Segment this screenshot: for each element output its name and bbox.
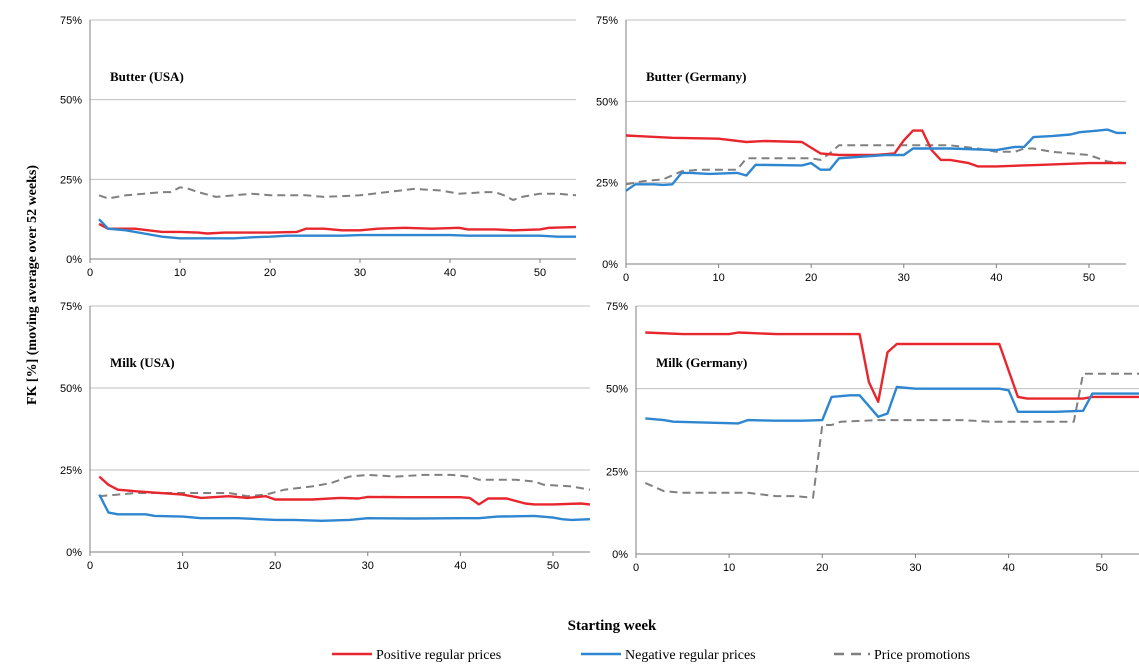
- y-tick-label: 0%: [602, 259, 618, 271]
- series-line-negative: [625, 128, 1126, 192]
- y-tick-label: 0%: [66, 547, 82, 559]
- series-line-positive: [645, 331, 1139, 404]
- panel-3: 0% 25% 50% 75% 0 10 20 30 40 50 Milk (USA): [60, 301, 591, 572]
- panel-4: 0% 25% 50% 75% 0 10 20 30 40 50 Milk (Germany): [606, 301, 1139, 574]
- x-tick-label: 40: [990, 272, 1002, 284]
- x-tick-label: 10: [174, 267, 186, 279]
- x-tick-label: 0: [87, 267, 93, 279]
- series-line-negative: [645, 385, 1139, 425]
- x-tick-label: 50: [534, 267, 546, 279]
- y-tick-label: 50%: [596, 96, 618, 108]
- panel-title: Milk (Germany): [656, 355, 747, 370]
- x-tick-label: 10: [176, 560, 188, 572]
- legend-label: Negative regular prices: [625, 648, 756, 663]
- series-line-promotions: [98, 186, 577, 201]
- series-line-positive: [98, 222, 577, 235]
- panels: 0% 25% 50% 75% 0 10 20 30 40 50 Butter (USA) 0% 25% 5…: [60, 15, 1139, 574]
- x-tick-label: 10: [723, 562, 735, 574]
- series-line-negative: [98, 494, 591, 522]
- x-tick-label: 30: [354, 267, 366, 279]
- x-tick-label: 20: [269, 560, 281, 572]
- series-line-negative: [98, 218, 576, 240]
- x-axis-label: Starting week: [568, 618, 657, 634]
- legend-label: Positive regular prices: [376, 648, 501, 663]
- x-tick-label: 0: [623, 272, 629, 284]
- x-tick-label: 10: [712, 272, 724, 284]
- y-tick-label: 50%: [60, 383, 82, 395]
- panel-title: Milk (USA): [110, 355, 175, 370]
- y-tick-label: 0%: [66, 254, 82, 266]
- series-line-promotions: [99, 473, 591, 498]
- y-tick-label: 75%: [60, 301, 82, 313]
- y-tick-label: 25%: [596, 178, 618, 190]
- x-tick-label: 0: [633, 562, 639, 574]
- panel-title: Butter (USA): [110, 69, 184, 84]
- x-tick-label: 20: [264, 267, 276, 279]
- x-tick-label: 0: [87, 560, 93, 572]
- panel-title: Butter (Germany): [646, 69, 746, 84]
- y-tick-label: 25%: [606, 466, 628, 478]
- x-tick-label: 40: [444, 267, 456, 279]
- x-tick-label: 50: [1096, 562, 1108, 574]
- panel-1: 0% 25% 50% 75% 0 10 20 30 40 50 Butter (USA): [60, 15, 577, 279]
- y-tick-label: 25%: [60, 465, 82, 477]
- series-line-promotions: [644, 372, 1139, 499]
- y-tick-label: 0%: [612, 549, 628, 561]
- x-tick-label: 30: [898, 272, 910, 284]
- y-tick-label: 50%: [606, 384, 628, 396]
- y-tick-label: 75%: [606, 301, 628, 313]
- y-tick-label: 50%: [60, 95, 82, 107]
- x-tick-label: 40: [1002, 562, 1014, 574]
- x-tick-label: 50: [1083, 272, 1095, 284]
- panel-2: 0% 25% 50% 75% 0 10 20 30 40 50 Butter (Germany): [596, 15, 1127, 284]
- x-tick-label: 20: [816, 562, 828, 574]
- legend: Positive regular prices Negative regular …: [332, 648, 970, 663]
- x-tick-label: 40: [454, 560, 466, 572]
- y-tick-label: 75%: [596, 15, 618, 27]
- y-tick-label: 75%: [60, 15, 82, 27]
- x-tick-label: 30: [909, 562, 921, 574]
- x-tick-label: 20: [805, 272, 817, 284]
- x-tick-label: 30: [362, 560, 374, 572]
- y-tick-label: 25%: [60, 174, 82, 186]
- y-axis-label: FK [%] (moving average over 52 weeks): [25, 165, 40, 405]
- x-tick-label: 50: [547, 560, 559, 572]
- series-line-positive: [625, 129, 1126, 168]
- series-line-positive: [98, 475, 591, 506]
- legend-label: Price promotions: [874, 648, 970, 663]
